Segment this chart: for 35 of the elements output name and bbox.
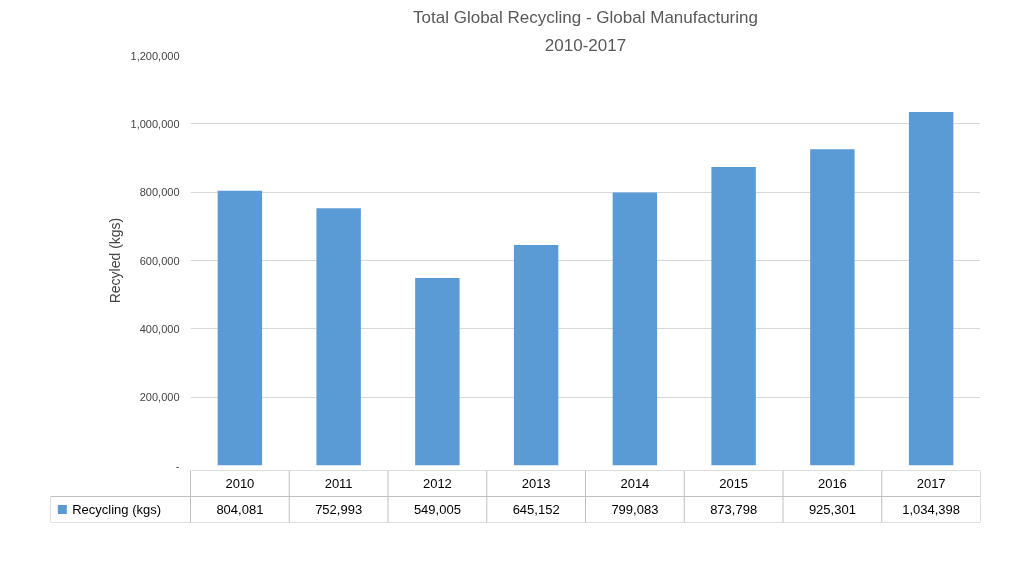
text: 873,798 [710, 502, 758, 517]
text: 752,993 [315, 502, 363, 517]
y-axis-title: Recyled (kgs) [106, 217, 123, 304]
text: 799,083 [611, 502, 659, 517]
x-tick-label: 2013 [521, 476, 551, 491]
chart-title: Total Global Recycling - Global Manufacturing [413, 7, 758, 27]
text: 1,034,398 [902, 502, 961, 517]
text: 549,005 [413, 502, 461, 517]
chart-subtitle: 2010-2017 [544, 35, 627, 55]
y-tick-label: 1,000,000 [130, 117, 180, 130]
y-tick-label: 600,000 [139, 254, 180, 267]
x-tick-label: 2011 [324, 476, 353, 491]
y-tick-label: 1,200,000 [130, 49, 180, 62]
bar [908, 112, 954, 466]
bar [711, 166, 756, 466]
text: 925,301 [808, 502, 856, 517]
bar [217, 190, 263, 466]
text: 804,081 [216, 502, 264, 517]
x-tick-label: 2015 [719, 476, 749, 491]
x-tick-label: 2016 [817, 476, 847, 491]
x-tick-label: 2017 [916, 476, 946, 491]
x-tick-label: 2014 [620, 476, 650, 491]
text: 645,152 [512, 502, 560, 517]
bar [316, 208, 361, 466]
legend-label: Recycling (kgs) [72, 502, 162, 517]
y-tick-label: 800,000 [139, 186, 180, 199]
y-tick-label: - [175, 459, 180, 472]
x-tick-label: 2012 [422, 476, 452, 491]
bar [612, 192, 658, 466]
x-tick-label: 2010 [225, 476, 255, 491]
bar [513, 245, 559, 466]
y-tick-label: 400,000 [139, 322, 180, 335]
y-tick-label: 200,000 [139, 391, 180, 404]
bar [415, 277, 460, 466]
bar [810, 149, 855, 466]
